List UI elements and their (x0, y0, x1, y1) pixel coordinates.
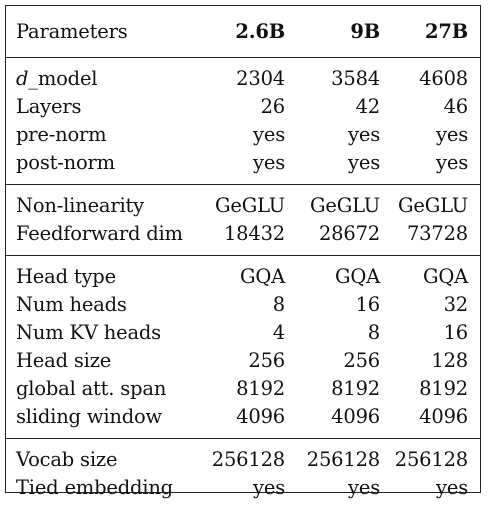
table-cell: 42 (285, 93, 380, 121)
row-label: post-norm (6, 149, 195, 185)
row-label: pre-norm (6, 121, 195, 149)
table-row: post-norm yes yes yes (6, 149, 480, 185)
table-cell: 4608 (380, 58, 480, 94)
table-row: Feedforward dim 18432 28672 73728 (6, 220, 480, 256)
table-cell: 2304 (195, 58, 285, 94)
group-attention: Head type GQA GQA GQA Num heads 8 16 32 … (6, 256, 480, 439)
table-cell: 256 (195, 347, 285, 375)
table-cell: 256128 (195, 439, 285, 475)
group-vocab: Vocab size 256128 256128 256128 Tied emb… (6, 439, 480, 509)
table-cell: 8 (285, 319, 380, 347)
row-label: Head size (6, 347, 195, 375)
table-cell: 32 (380, 291, 480, 319)
table-cell: GeGLU (285, 185, 380, 221)
table-cell: 46 (380, 93, 480, 121)
header-column-27b: 27B (380, 6, 480, 58)
table-cell: 4096 (195, 403, 285, 439)
group-model-dims: d_model 2304 3584 4608 Layers 26 42 46 p… (6, 58, 480, 185)
header-column-9b: 9B (285, 6, 380, 58)
table-row: Non-linearity GeGLU GeGLU GeGLU (6, 185, 480, 221)
table-cell: GeGLU (380, 185, 480, 221)
table-cell: GeGLU (195, 185, 285, 221)
table-cell: 16 (285, 291, 380, 319)
table-cell: 4096 (285, 403, 380, 439)
row-label: Vocab size (6, 439, 195, 475)
table-cell: 26 (195, 93, 285, 121)
header-column-2-6b: 2.6B (195, 6, 285, 58)
row-label-d-model: d_model (6, 58, 195, 94)
table-cell: 256128 (380, 439, 480, 475)
table-cell: 73728 (380, 220, 480, 256)
header-parameters-label: Parameters (6, 6, 195, 58)
table-cell: 8192 (285, 375, 380, 403)
row-label: Layers (6, 93, 195, 121)
table-cell: GQA (285, 256, 380, 292)
row-label-d-model-rest: _model (28, 67, 97, 90)
table-cell: 8192 (380, 375, 480, 403)
table-row: d_model 2304 3584 4608 (6, 58, 480, 94)
row-label: global att. span (6, 375, 195, 403)
row-label: sliding window (6, 403, 195, 439)
table-cell: 256128 (285, 439, 380, 475)
table-cell: 4096 (380, 403, 480, 439)
table-cell: 4 (195, 319, 285, 347)
table-header-row: Parameters 2.6B 9B 27B (6, 6, 480, 58)
table-cell: 8192 (195, 375, 285, 403)
table-cell: 3584 (285, 58, 380, 94)
table-row: Head size 256 256 128 (6, 347, 480, 375)
table-row: Vocab size 256128 256128 256128 (6, 439, 480, 475)
table-cell: 8 (195, 291, 285, 319)
table-row: Layers 26 42 46 (6, 93, 480, 121)
table-cell: GQA (380, 256, 480, 292)
table-cell: GQA (195, 256, 285, 292)
table-row: sliding window 4096 4096 4096 (6, 403, 480, 439)
row-label: Feedforward dim (6, 220, 195, 256)
row-label: Non-linearity (6, 185, 195, 221)
table-cell: 28672 (285, 220, 380, 256)
table-cell: 256 (285, 347, 380, 375)
table-row: Num heads 8 16 32 (6, 291, 480, 319)
row-label: Num heads (6, 291, 195, 319)
parameters-table: Parameters 2.6B 9B 27B d_model 2304 3584… (6, 6, 480, 509)
row-label-d-model-italic: d (16, 67, 28, 90)
parameters-table-frame: Parameters 2.6B 9B 27B d_model 2304 3584… (5, 5, 481, 493)
table-cell: yes (285, 121, 380, 149)
table-cell: yes (285, 149, 380, 185)
row-label: Head type (6, 256, 195, 292)
table-cell: yes (380, 149, 480, 185)
table-cell: 18432 (195, 220, 285, 256)
table-cell: yes (380, 121, 480, 149)
table-cell: yes (195, 121, 285, 149)
table-row: global att. span 8192 8192 8192 (6, 375, 480, 403)
table-row: Head type GQA GQA GQA (6, 256, 480, 292)
row-label: Num KV heads (6, 319, 195, 347)
table-cell: 128 (380, 347, 480, 375)
group-feedforward: Non-linearity GeGLU GeGLU GeGLU Feedforw… (6, 185, 480, 256)
table-cell: yes (195, 149, 285, 185)
table-row: Num KV heads 4 8 16 (6, 319, 480, 347)
table-row: pre-norm yes yes yes (6, 121, 480, 149)
table-cell: 16 (380, 319, 480, 347)
